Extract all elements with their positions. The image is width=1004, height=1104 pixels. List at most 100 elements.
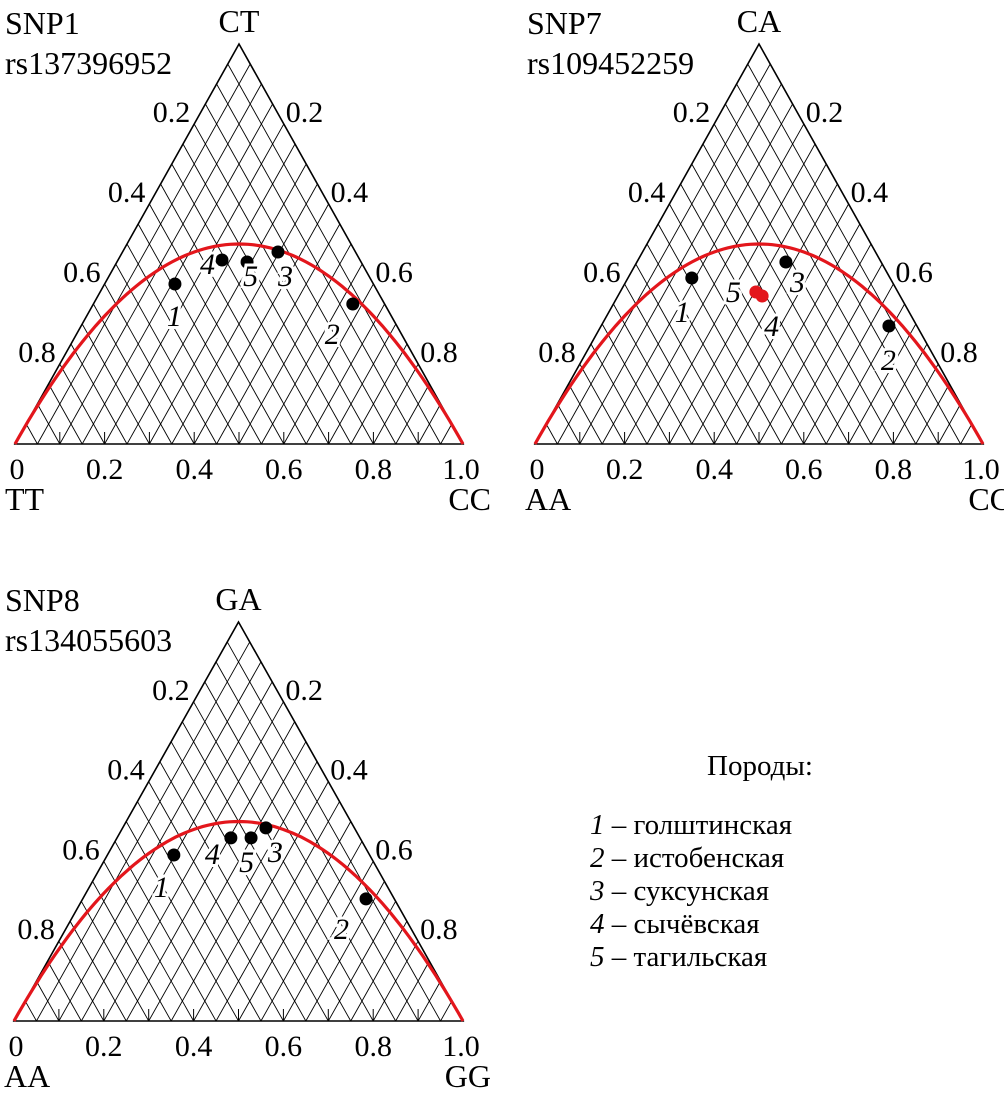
left-side-tick-label: 0.8: [18, 336, 56, 369]
hardy-weinberg-curve: [533, 242, 985, 445]
legend-title: Породы:: [707, 750, 813, 782]
hatch-line: [557, 63, 771, 445]
right-vertex-label: CC: [448, 481, 491, 517]
hatch-line: [680, 183, 827, 445]
left-side-tick-label: 0.2: [153, 96, 191, 129]
hatch-line: [193, 701, 374, 1022]
hatch-line: [170, 741, 329, 1022]
hatch-line: [126, 143, 296, 445]
right-vertex-label: CC: [968, 481, 1004, 517]
right-side-tick-label: 0.8: [940, 336, 978, 369]
hatch-line: [635, 263, 737, 445]
hatch-line: [36, 641, 251, 1022]
hatch-line: [182, 143, 352, 445]
right-side-tick-label: 0.8: [420, 913, 458, 946]
point-label-5: 5: [239, 846, 254, 879]
point-label-2: 2: [881, 344, 896, 377]
hatch-line: [93, 303, 173, 445]
hatch-line: [613, 303, 693, 445]
apex-label: CA: [737, 3, 781, 39]
ternary-plot-snp7: 1 2 345: [533, 42, 985, 445]
point-label-2: 2: [325, 318, 340, 351]
data-point-2: [359, 892, 373, 906]
hatch-line: [227, 63, 441, 445]
hatch-line: [657, 223, 782, 445]
point-label-2: 2: [334, 913, 349, 946]
point-label-1: 1: [167, 300, 182, 333]
hatch-line: [215, 661, 419, 1022]
right-side-tick-label: 0.2: [806, 96, 844, 129]
hatch-line: [149, 203, 285, 445]
data-point-3: [271, 245, 285, 259]
data-point-1: [168, 277, 182, 291]
hatch-line: [395, 383, 430, 445]
hatch-line: [193, 123, 374, 445]
hatch-line: [305, 303, 385, 445]
hatch-line: [181, 721, 352, 1022]
point-label-3: 3: [267, 836, 283, 869]
right-side-tick-label: 0.6: [895, 256, 933, 289]
chart-title: SNP7: [527, 5, 602, 41]
hatch-line: [557, 403, 581, 445]
hatch-line: [960, 423, 973, 445]
data-point-5: [244, 831, 258, 845]
base-tick-label: 0.6: [785, 453, 823, 486]
left-side-tick-label: 0.2: [152, 674, 190, 707]
legend-item: 5 – тагильская: [590, 941, 920, 974]
hatch-line: [25, 423, 38, 445]
hatch-line: [115, 263, 217, 445]
hatch-line: [747, 63, 961, 445]
triangle-outline: [533, 42, 985, 445]
right-side-tick-label: 0.8: [420, 336, 458, 369]
hatch-line: [137, 223, 262, 445]
left-side-tick-label: 0.2: [673, 96, 711, 129]
hatch-line: [215, 801, 340, 1022]
left-side-tick-label: 0.6: [62, 833, 100, 866]
hatch-line: [216, 83, 419, 445]
right-side-tick-label: 0.6: [375, 256, 413, 289]
hatch-line: [81, 103, 273, 445]
chart-subtitle: rs134055603: [5, 622, 172, 658]
base-tick-label: 0.8: [355, 453, 393, 486]
hatch-line: [590, 343, 648, 445]
hatch-line: [713, 123, 894, 445]
hatch-line: [702, 143, 872, 445]
right-side-tick-label: 0.4: [331, 176, 369, 209]
hatch-line: [725, 103, 917, 445]
hatch-line: [125, 721, 296, 1022]
hatch-line: [915, 383, 950, 445]
hatch-line: [691, 163, 849, 445]
right-side-tick-label: 0.2: [286, 96, 324, 129]
hatch-line: [24, 1000, 37, 1022]
hatch-line: [103, 861, 194, 1022]
hatch-line: [226, 641, 441, 1022]
hatch-line: [69, 921, 127, 1022]
right-vertex-label: GG: [445, 1058, 491, 1094]
point-label-5: 5: [243, 260, 258, 293]
left-side-tick-label: 0.6: [583, 256, 621, 289]
hatch-line: [170, 761, 318, 1022]
hatch-line: [691, 183, 838, 445]
left-side-tick-label: 0.8: [538, 336, 576, 369]
hatch-line: [216, 223, 341, 445]
hatch-line: [669, 203, 805, 445]
legend-text: – истобенская: [611, 842, 785, 874]
hatch-line: [350, 921, 408, 1022]
base-tick-label: 0: [530, 453, 545, 486]
left-side-tick-label: 0.8: [17, 913, 55, 946]
chart-subtitle: rs109452259: [527, 45, 694, 81]
hatch-line: [579, 363, 625, 445]
triangle-outline: [12, 620, 465, 1022]
base-tick-label: 0: [9, 1030, 24, 1063]
hatch-line: [736, 223, 861, 445]
hatch-line: [48, 383, 83, 445]
point-label-3: 3: [789, 266, 805, 299]
hatch-line: [260, 841, 363, 1022]
left-side-tick-label: 0.4: [108, 176, 146, 209]
hatch-line: [601, 323, 670, 445]
data-point-3: [259, 821, 273, 835]
hatch-line: [59, 363, 105, 445]
data-point-3: [779, 255, 793, 269]
base-tick-label: 0.6: [265, 453, 303, 486]
